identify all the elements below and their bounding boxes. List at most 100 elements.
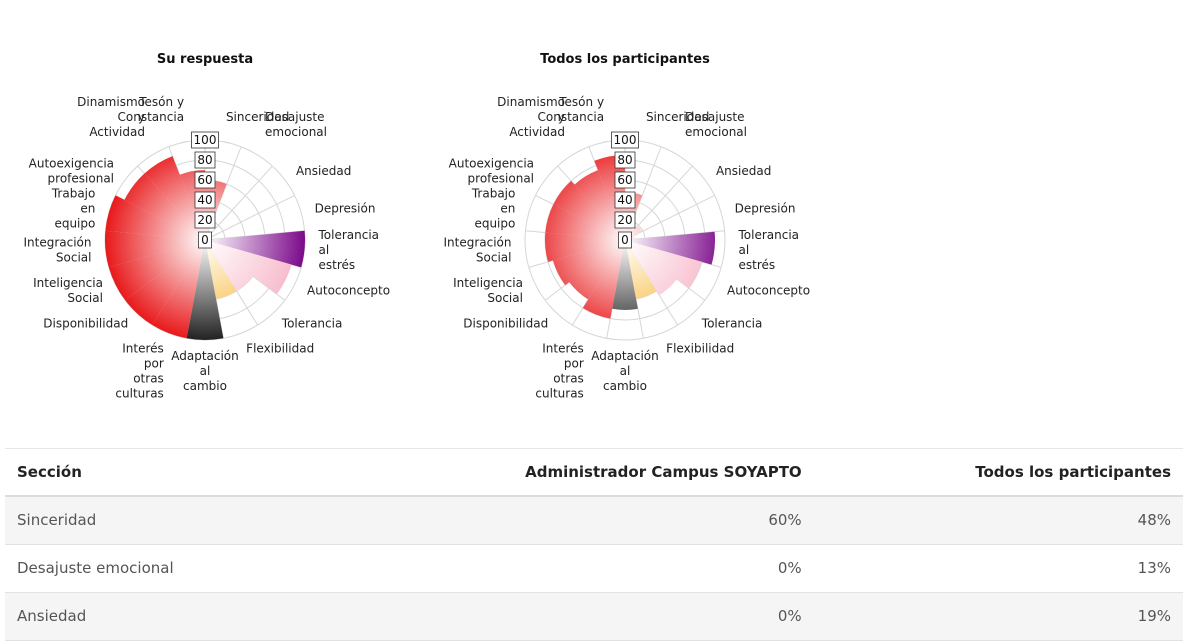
table-cell-admin: 0%: [308, 544, 814, 593]
polar-sector: [144, 156, 205, 240]
category-label: Disponibilidad: [43, 317, 128, 331]
category-label: Disponibilidad: [463, 317, 548, 331]
category-label: Trabajo en equipo: [471, 186, 516, 230]
category-label: Tesón y Constancia: [118, 95, 185, 124]
category-label: Tesón y Constancia: [538, 95, 605, 124]
category-label: Sinceridad: [226, 110, 289, 124]
category-label: Adaptación al cambio: [171, 349, 239, 393]
r-tick-label: 20: [617, 213, 632, 227]
polar-sector: [124, 173, 205, 240]
table-cell-all: 19%: [813, 592, 1183, 641]
r-tick-label: 40: [197, 193, 212, 207]
polar-sector: [574, 170, 625, 240]
r-tick-box: [191, 131, 219, 149]
r-tick-box: [611, 131, 639, 149]
r-tick-label: 80: [197, 153, 212, 167]
chart-title: Todos los participantes: [540, 52, 710, 67]
r-tick-box: [618, 231, 632, 249]
category-label: Ansiedad: [296, 164, 351, 178]
table-cell-section: Desajuste emocional: [5, 544, 309, 593]
r-tick-label: 40: [617, 193, 632, 207]
grid-spoke: [624, 165, 693, 241]
polar-sector: [612, 240, 638, 310]
polar-sector: [205, 230, 305, 268]
polar-sector: [108, 240, 205, 301]
polar-sector: [625, 240, 657, 299]
r-tick-box: [194, 151, 216, 169]
category-label: Flexibilidad: [246, 341, 314, 355]
r-tick-box: [614, 171, 636, 189]
r-tick-box: [614, 151, 636, 169]
grid-spoke: [204, 194, 295, 241]
category-label: Autoexigencia profesional: [449, 156, 534, 185]
polar-sector: [545, 204, 625, 240]
table-cell-admin: 60%: [308, 495, 814, 545]
r-tick-label: 20: [197, 213, 212, 227]
grid-spoke: [204, 165, 273, 241]
polar-sector: [582, 240, 625, 319]
column-header-todos: Todos los participantes: [975, 462, 1171, 481]
table-header-row: Sección Administrador Campus SOYAPTO Tod…: [5, 448, 1183, 496]
r-tick-box: [194, 191, 216, 209]
table-row: Desajuste emocional 0% 13%: [5, 544, 1183, 593]
polar-sector: [545, 232, 625, 262]
polar-sector: [105, 230, 205, 268]
polar-sector: [625, 240, 677, 296]
category-label: Inteligencia Social: [453, 276, 523, 305]
polar-sector: [125, 240, 205, 326]
r-tick-box: [614, 211, 636, 229]
category-label: Autoconcepto: [307, 283, 390, 297]
polar-sector: [552, 240, 625, 286]
r-tick-box: [194, 211, 216, 229]
category-label: Autoexigencia profesional: [29, 156, 114, 185]
r-tick-label: 0: [201, 233, 209, 247]
category-label: Tolerancia: [701, 317, 763, 331]
r-tick-box: [194, 171, 216, 189]
category-label: Tolerancia al estrés: [318, 228, 380, 272]
r-tick-label: 100: [194, 133, 217, 147]
polar-sector: [186, 240, 224, 340]
category-label: Flexibilidad: [666, 341, 734, 355]
r-tick-label: 80: [617, 153, 632, 167]
category-label: Desajuste emocional: [685, 110, 747, 139]
category-label: Ansiedad: [716, 164, 771, 178]
table-row: Sinceridad 60% 48%: [5, 495, 1183, 545]
r-tick-box: [614, 191, 636, 209]
polar-sector: [205, 240, 237, 299]
category-label: Autoconcepto: [727, 283, 810, 297]
table-cell-admin: 0%: [308, 592, 814, 641]
polar-sector: [569, 240, 625, 300]
category-label: Tolerancia: [281, 317, 343, 331]
category-label: Tolerancia al estrés: [738, 228, 800, 272]
polar-sector: [205, 240, 292, 295]
polar-sector: [152, 240, 205, 339]
category-label: Trabajo en equipo: [51, 186, 96, 230]
table-cell-all: 48%: [813, 495, 1183, 545]
category-label: Sinceridad: [646, 110, 709, 124]
r-tick-label: 60: [617, 173, 632, 187]
polar-sector: [625, 240, 702, 289]
polar-sector: [105, 195, 205, 240]
r-tick-label: 100: [614, 133, 637, 147]
table-cell-section: Sinceridad: [5, 495, 309, 545]
grid-spoke: [528, 239, 626, 268]
column-header-seccion: Sección: [17, 462, 82, 481]
category-label: Adaptación al cambio: [591, 349, 659, 393]
category-label: Dinamismo y Actividad: [497, 95, 565, 139]
table-cell-section: Ansiedad: [5, 592, 309, 641]
r-tick-box: [198, 231, 212, 249]
category-label: Interés por otras culturas: [115, 341, 163, 400]
polar-sector: [625, 231, 715, 265]
column-header-administrador: Administrador Campus SOYAPTO: [525, 462, 802, 481]
category-label: Inteligencia Social: [33, 276, 103, 305]
category-label: Dinamismo y Actividad: [77, 95, 145, 139]
category-label: Interés por otras culturas: [535, 341, 583, 400]
category-label: Depresión: [735, 201, 796, 215]
table-cell-all: 13%: [813, 544, 1183, 593]
results-table: Sección Administrador Campus SOYAPTO Tod…: [5, 448, 1183, 641]
category-label: Desajuste emocional: [265, 110, 327, 139]
chart-title: Su respuesta: [156, 52, 254, 67]
polar-sector: [553, 180, 625, 240]
